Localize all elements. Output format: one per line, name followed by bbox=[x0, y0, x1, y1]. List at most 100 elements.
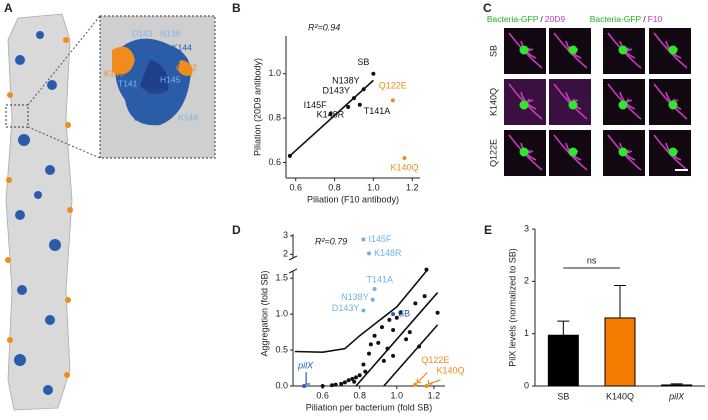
point-label: T141A bbox=[364, 106, 391, 116]
residue-label: K140 bbox=[104, 68, 124, 78]
point-label: N138Y bbox=[341, 292, 369, 302]
x-tick-label: 1.2 bbox=[406, 182, 419, 192]
y-tick-label: 0.5 bbox=[275, 344, 288, 354]
point bbox=[329, 383, 334, 388]
header-part: F10 bbox=[648, 14, 663, 24]
point-label: SB bbox=[357, 57, 369, 67]
y-tick-label: 0.0 bbox=[275, 380, 288, 390]
panel: D 2 3 0.6 0.8 1.0 1.2 0.0 0.5 1.0 1.5 Piliation per… bbox=[232, 223, 464, 412]
point-label: K148R bbox=[374, 248, 402, 258]
bar bbox=[661, 384, 693, 387]
point bbox=[394, 315, 399, 320]
significance-label: ns bbox=[587, 255, 597, 265]
point bbox=[391, 353, 396, 358]
point-label: K148R bbox=[317, 109, 345, 119]
x-tick-label: 1.0 bbox=[391, 390, 404, 400]
error-bar bbox=[614, 285, 626, 318]
bacterium bbox=[668, 45, 678, 55]
header-part: / bbox=[540, 14, 543, 24]
row-label: K140Q bbox=[488, 88, 498, 116]
panel-label: A bbox=[4, 1, 13, 15]
point-label: I145F bbox=[304, 100, 328, 110]
bacterium bbox=[668, 100, 678, 110]
point bbox=[368, 342, 373, 347]
point bbox=[385, 346, 390, 351]
bacterium bbox=[519, 147, 529, 157]
column-header: Bacteria-GFP/20D9 bbox=[487, 14, 565, 24]
point bbox=[407, 330, 412, 335]
residue-label: K148 bbox=[178, 112, 198, 122]
point-label: D143Y bbox=[322, 86, 350, 96]
header-part: Bacteria-GFP bbox=[590, 14, 642, 24]
charts: B 0.6 0.8 1.0 1.2 0.6 0.8 1.0 Piliation (F10 ant… bbox=[232, 1, 705, 412]
filament-model bbox=[5, 13, 101, 411]
bar bbox=[547, 334, 579, 387]
residue-label: D143 bbox=[132, 28, 153, 38]
point bbox=[363, 369, 368, 374]
pilus bbox=[625, 98, 633, 103]
x-tick-label: 0.6 bbox=[289, 182, 302, 192]
panel-label: D bbox=[232, 223, 241, 237]
residue-label: T141 bbox=[118, 78, 138, 88]
point bbox=[357, 373, 362, 378]
point bbox=[361, 237, 366, 242]
bacterium bbox=[519, 45, 529, 55]
y-tick-label: 1.5 bbox=[275, 273, 288, 283]
panel-label: B bbox=[232, 1, 241, 15]
residue-label: N138 bbox=[160, 28, 181, 38]
panel-label: E bbox=[484, 223, 492, 237]
bacterium bbox=[618, 100, 628, 110]
point-label: SB bbox=[398, 309, 410, 319]
point bbox=[413, 382, 418, 387]
point-label: pilX bbox=[297, 360, 314, 370]
threshold-curve bbox=[294, 270, 428, 354]
error-bar bbox=[557, 320, 570, 336]
point bbox=[424, 384, 429, 388]
point bbox=[404, 337, 409, 342]
y-tick-label: 1.0 bbox=[275, 309, 288, 319]
residue-label: H149 bbox=[146, 97, 167, 107]
point bbox=[320, 384, 325, 388]
point-label: Q122E bbox=[379, 81, 407, 91]
residue-label: K144 bbox=[172, 42, 192, 52]
x-tick-label: 0.8 bbox=[353, 390, 366, 400]
inset bbox=[99, 15, 216, 159]
point bbox=[417, 344, 422, 349]
point bbox=[361, 362, 366, 367]
panel: B 0.6 0.8 1.0 1.2 0.6 0.8 1.0 Piliation (F10 ant… bbox=[232, 1, 420, 204]
pilus bbox=[526, 98, 534, 103]
point bbox=[379, 325, 384, 330]
point-label: T141A bbox=[367, 274, 394, 284]
column-header: Bacteria-GFP / F10 bbox=[590, 14, 663, 24]
point bbox=[390, 98, 395, 103]
point bbox=[361, 87, 366, 92]
y-axis-title: Aggregation (fold SB) bbox=[259, 270, 269, 356]
x-axis-title: Piliation per bacterium (fold SB) bbox=[306, 402, 433, 412]
bacterium bbox=[668, 147, 678, 157]
point bbox=[387, 317, 392, 322]
y-tick-label: 3 bbox=[283, 230, 288, 240]
row-label: Q122E bbox=[488, 139, 498, 167]
annotation: R²=0.79 bbox=[315, 236, 347, 246]
y-tick-label: 0 bbox=[524, 380, 529, 390]
point bbox=[391, 312, 396, 317]
bacterium bbox=[568, 100, 578, 110]
bacterium bbox=[519, 100, 529, 110]
point bbox=[435, 310, 440, 315]
y-axis-title: PilX levels (normalized to SB) bbox=[507, 248, 517, 367]
row-label: SB bbox=[488, 45, 498, 57]
header-part: 20D9 bbox=[545, 14, 566, 24]
y-tick-label: 2 bbox=[524, 276, 529, 286]
point-label: Q122E bbox=[421, 355, 449, 365]
point bbox=[376, 340, 381, 345]
point bbox=[333, 382, 338, 387]
x-tick-label: pilX bbox=[668, 391, 685, 401]
point-label: K140Q bbox=[436, 365, 464, 375]
x-tick-label: 1.0 bbox=[367, 182, 380, 192]
residue-label: H145 bbox=[160, 74, 181, 84]
point bbox=[372, 333, 377, 338]
y-tick-label: 1.0 bbox=[268, 68, 281, 78]
y-tick-label: 2 bbox=[283, 249, 288, 259]
